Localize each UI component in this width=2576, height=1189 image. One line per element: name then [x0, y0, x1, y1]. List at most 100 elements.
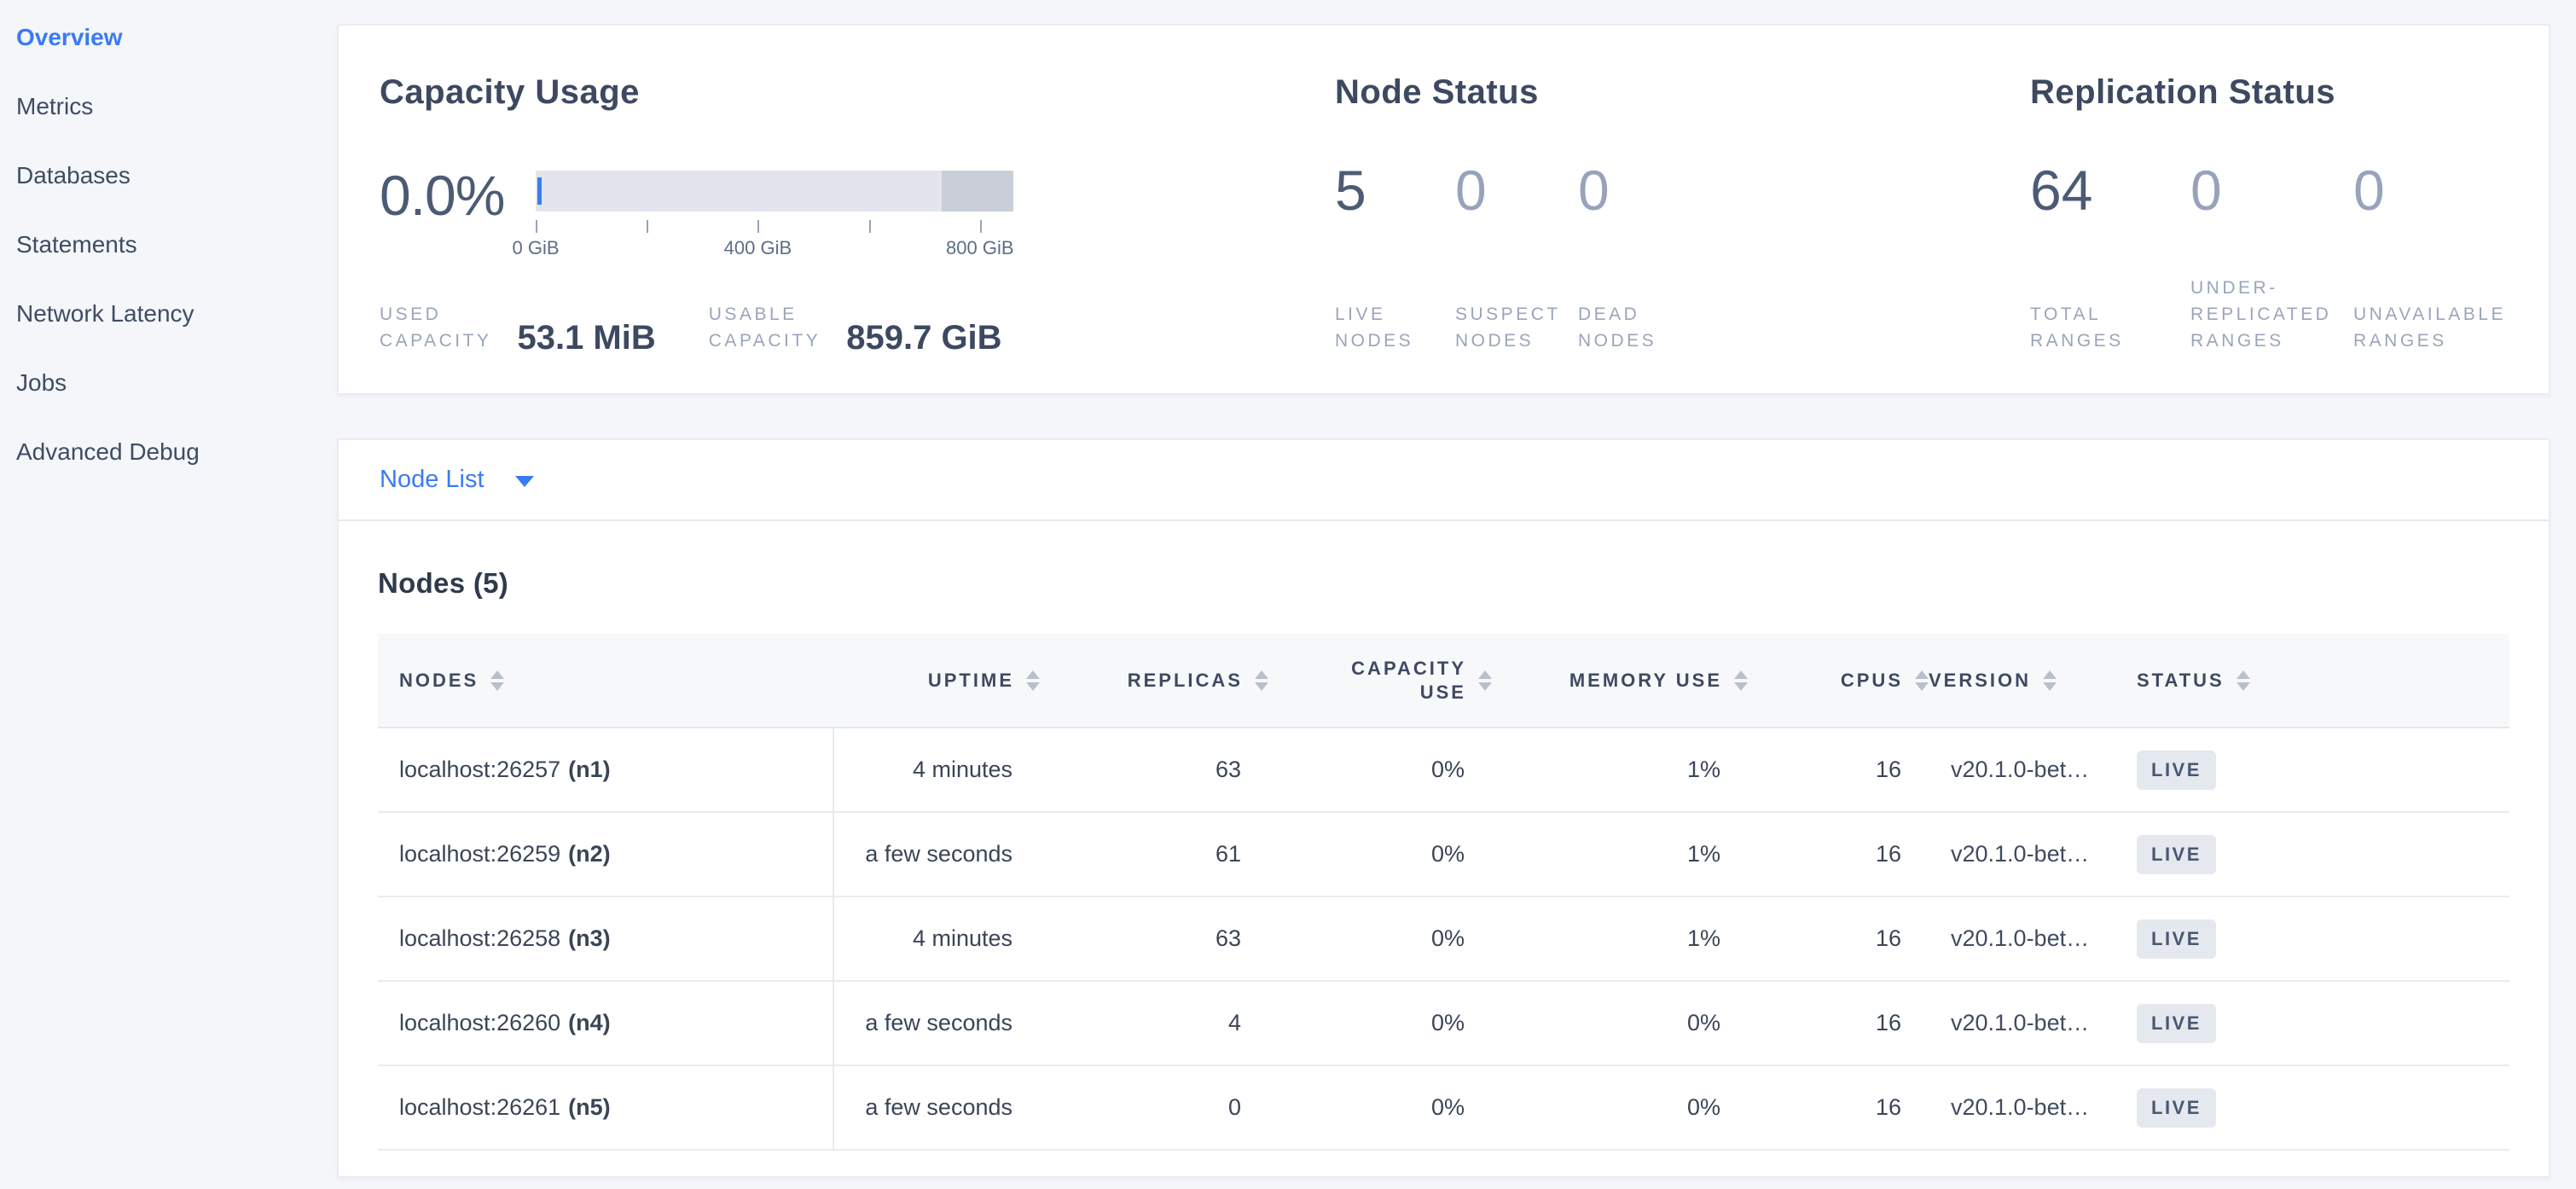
node-name-cell[interactable]: localhost:26259 (n2)	[378, 812, 834, 897]
axis-label-0gib: 0 GiB	[512, 237, 560, 258]
replication-status-stats: 64 TOTAL RANGES 0 UNDER- REPLICATED RANG…	[2030, 160, 2549, 354]
axis-tick	[868, 220, 871, 233]
under-replicated-ranges-label: UNDER- REPLICATED RANGES	[2190, 278, 2332, 351]
node-name-cell[interactable]: localhost:26257 (n1)	[378, 728, 834, 813]
cpus-cell: 16	[1748, 896, 1929, 982]
live-nodes-stat: 5 LIVE NODES	[1335, 160, 1455, 354]
axis-label-400gib: 400 GiB	[723, 237, 792, 258]
suspect-nodes-count: 0	[1455, 159, 1487, 222]
capacity-stats: USED CAPACITY 53.1 MiB USABLE CAPACITY 8…	[380, 301, 1335, 357]
axis-tick	[647, 220, 649, 233]
nodes-table: NODES UPTIME REPLICAS CAPACITY USE	[378, 634, 2509, 1151]
node-list-dropdown-label: Node List	[380, 466, 484, 493]
replicas-cell: 63	[1040, 896, 1268, 982]
used-capacity-value: 53.1 MiB	[517, 319, 656, 357]
uptime-cell: a few seconds	[833, 981, 1040, 1066]
capacity-axis-labels: 0 GiB 400 GiB 800 GiB	[512, 237, 1013, 261]
sidebar-item-network-latency[interactable]: Network Latency	[16, 300, 194, 327]
status-badge: LIVE	[2137, 1088, 2216, 1128]
table-row: localhost:26260 (n4) a few seconds 4 0% 0…	[378, 981, 2509, 1066]
cpus-cell: 16	[1748, 728, 1929, 813]
under-replicated-ranges-count: 0	[2190, 159, 2222, 222]
sidebar-item-advanced-debug[interactable]: Advanced Debug	[16, 438, 200, 465]
replicas-cell: 0	[1040, 1065, 1268, 1151]
column-header-cpus[interactable]: CPUS	[1748, 634, 1929, 728]
status-cell: LIVE	[2125, 896, 2509, 982]
nodes-heading: Nodes (5)	[378, 567, 509, 599]
column-header-status[interactable]: STATUS	[2125, 634, 2509, 728]
replicas-cell: 4	[1040, 981, 1268, 1066]
suspect-nodes-label: SUSPECT NODES	[1455, 304, 1561, 351]
capacity-use-cell: 0%	[1268, 896, 1492, 982]
status-badge: LIVE	[2137, 919, 2216, 959]
suspect-nodes-stat: 0 SUSPECT NODES	[1455, 160, 1578, 354]
unavailable-ranges-label: UNAVAILABLE RANGES	[2353, 304, 2506, 351]
usable-capacity-label: USABLE CAPACITY	[708, 304, 821, 351]
sort-icon	[1255, 670, 1268, 691]
replicas-cell: 63	[1040, 728, 1268, 813]
memory-use-cell: 0%	[1492, 1065, 1748, 1151]
usable-capacity-value: 859.7 GiB	[846, 319, 1002, 357]
capacity-use-cell: 0%	[1268, 1065, 1492, 1151]
memory-use-cell: 1%	[1492, 728, 1748, 813]
cpus-cell: 16	[1748, 1065, 1929, 1151]
column-header-replicas[interactable]: REPLICAS	[1040, 634, 1268, 728]
capacity-use-cell: 0%	[1268, 812, 1492, 897]
live-nodes-label: LIVE NODES	[1335, 304, 1414, 351]
sidebar-item-databases[interactable]: Databases	[16, 162, 131, 188]
node-status-section: Node Status 5 LIVE NODES 0 SUSPECT NODES…	[1335, 26, 2030, 393]
cpus-cell: 16	[1748, 981, 1929, 1066]
capacity-use-cell: 0%	[1268, 728, 1492, 813]
dead-nodes-label: DEAD NODES	[1578, 304, 1657, 351]
sort-icon	[1478, 670, 1492, 691]
sort-icon	[1026, 670, 1040, 691]
node-name-cell[interactable]: localhost:26258 (n3)	[378, 896, 834, 982]
sidebar-item-overview[interactable]: Overview	[16, 24, 123, 50]
sidebar: Overview Metrics Databases Statements Ne…	[0, 0, 337, 1189]
column-header-version[interactable]: VERSION	[1929, 634, 2125, 728]
version-cell: v20.1.0-bet…	[1929, 728, 2125, 813]
total-ranges-label: TOTAL RANGES	[2030, 304, 2124, 351]
under-replicated-ranges-stat: 0 UNDER- REPLICATED RANGES	[2190, 160, 2353, 354]
capacity-bar-chart: 0 GiB 400 GiB 800 GiB	[512, 171, 1014, 261]
unavailable-ranges-stat: 0 UNAVAILABLE RANGES	[2353, 160, 2506, 354]
node-id: (n1)	[568, 757, 611, 782]
column-header-memory-use[interactable]: MEMORY USE	[1492, 634, 1748, 728]
status-badge: LIVE	[2137, 834, 2216, 874]
status-cell: LIVE	[2125, 981, 2509, 1066]
capacity-use-cell: 0%	[1268, 981, 1492, 1066]
column-header-nodes[interactable]: NODES	[378, 634, 833, 728]
uptime-cell: a few seconds	[833, 1065, 1040, 1151]
column-header-capacity-use[interactable]: CAPACITY USE	[1268, 634, 1492, 728]
replicas-cell: 61	[1040, 812, 1268, 897]
axis-tick	[979, 220, 982, 233]
status-badge: LIVE	[2137, 750, 2216, 790]
usable-capacity-stat: USABLE CAPACITY 859.7 GiB	[708, 301, 1002, 357]
node-id: (n2)	[568, 841, 611, 867]
sidebar-item-metrics[interactable]: Metrics	[16, 93, 94, 119]
table-row: localhost:26259 (n2) a few seconds 61 0% …	[378, 812, 2509, 897]
status-cell: LIVE	[2125, 728, 2509, 813]
version-cell: v20.1.0-bet…	[1929, 981, 2125, 1066]
sidebar-item-jobs[interactable]: Jobs	[16, 369, 67, 396]
capacity-used-percent: 0.0%	[380, 164, 505, 227]
node-id: (n3)	[568, 925, 611, 951]
node-name-cell[interactable]: localhost:26260 (n4)	[378, 981, 834, 1066]
live-nodes-count: 5	[1335, 159, 1366, 222]
axis-tick	[536, 220, 537, 233]
node-list-dropdown[interactable]: Node List	[339, 440, 2549, 521]
capacity-bar	[536, 171, 1013, 212]
capacity-usage-chart-row: 0.0%	[380, 167, 1335, 261]
replication-status-section: Replication Status 64 TOTAL RANGES 0 UND…	[2030, 26, 2549, 393]
uptime-cell: a few seconds	[833, 812, 1040, 897]
sidebar-item-statements[interactable]: Statements	[16, 231, 137, 258]
uptime-cell: 4 minutes	[833, 728, 1040, 813]
memory-use-cell: 1%	[1492, 896, 1748, 982]
node-name-cell[interactable]: localhost:26261 (n5)	[378, 1065, 834, 1151]
capacity-axis-ticks	[536, 218, 1013, 234]
column-header-uptime[interactable]: UPTIME	[833, 634, 1040, 728]
table-row: localhost:26261 (n5) a few seconds 0 0% 0…	[378, 1065, 2509, 1151]
version-cell: v20.1.0-bet…	[1929, 896, 2125, 982]
sort-icon	[1915, 670, 1929, 691]
dead-nodes-count: 0	[1578, 159, 1610, 222]
